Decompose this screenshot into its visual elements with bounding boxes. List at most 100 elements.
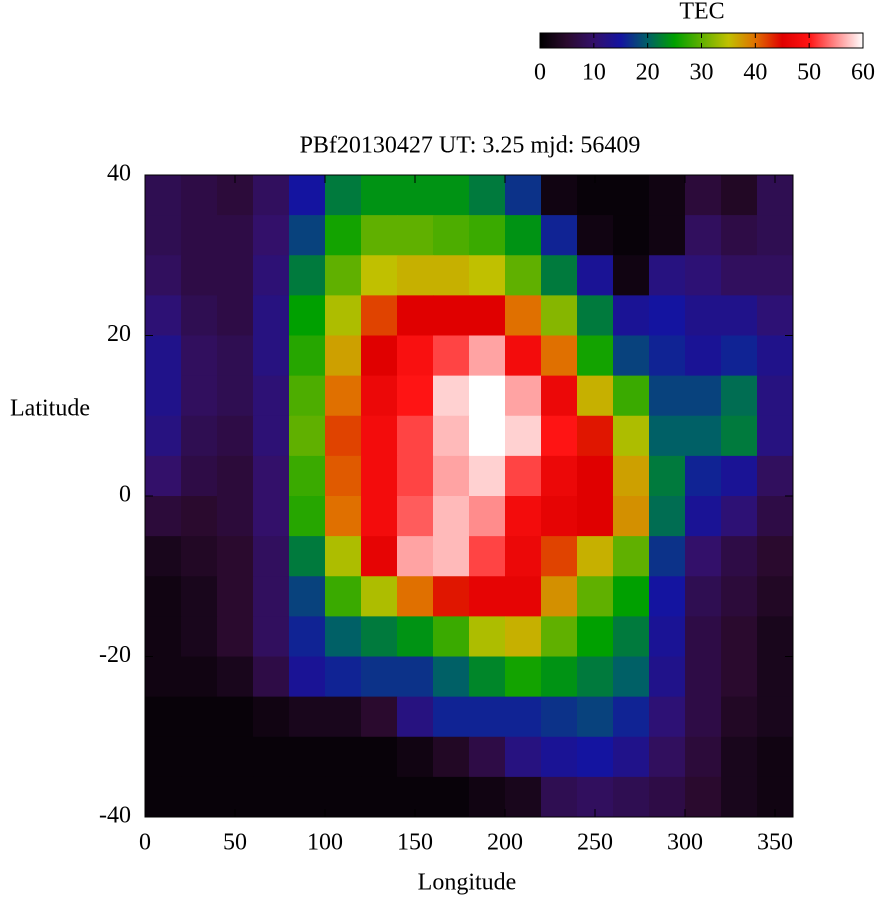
- heat-cell: [685, 175, 722, 216]
- heat-cell: [217, 536, 254, 577]
- heat-cell: [613, 335, 650, 377]
- heat-cell: [649, 736, 686, 778]
- heat-cell: [577, 295, 614, 336]
- heat-cell: [253, 496, 290, 537]
- heat-cell: [145, 736, 182, 778]
- heat-cell: [181, 255, 218, 296]
- heat-cell: [181, 215, 218, 256]
- heat-cell: [685, 776, 722, 818]
- heat-cell: [469, 616, 506, 657]
- x-tick-label: 50: [223, 830, 247, 856]
- y-tick-label: 40: [107, 161, 131, 187]
- heat-cell: [757, 496, 794, 537]
- heat-cell: [217, 255, 254, 296]
- heat-cell: [325, 536, 362, 577]
- heat-cell: [469, 656, 506, 698]
- heat-cell: [325, 616, 362, 657]
- heat-cell: [289, 496, 326, 537]
- heat-cell: [361, 455, 398, 497]
- heat-cell: [325, 375, 362, 417]
- heat-cell: [541, 175, 578, 216]
- heat-cell: [433, 656, 470, 698]
- colorbar-tick-label: 0: [534, 60, 546, 86]
- heat-cell: [757, 736, 794, 778]
- heat-cell: [361, 415, 398, 457]
- heat-cell: [577, 616, 614, 657]
- heat-cell: [541, 576, 578, 617]
- heat-cell: [361, 616, 398, 657]
- heat-cell: [397, 415, 434, 457]
- heat-cell: [541, 736, 578, 778]
- heat-cell: [145, 175, 182, 216]
- heat-cell: [469, 335, 506, 377]
- heat-cell: [145, 215, 182, 256]
- heat-cell: [649, 175, 686, 216]
- heat-cell: [289, 696, 326, 738]
- heat-cell: [505, 536, 542, 577]
- heat-cell: [145, 295, 182, 336]
- heat-cell: [757, 536, 794, 577]
- heat-cell: [361, 335, 398, 377]
- heat-cell: [577, 375, 614, 417]
- heat-cell: [397, 496, 434, 537]
- heat-cell: [145, 656, 182, 698]
- heat-cell: [361, 215, 398, 256]
- heat-cell: [217, 656, 254, 698]
- x-tick-label: 0: [139, 830, 151, 856]
- heat-cell: [433, 736, 470, 778]
- heat-cell: [685, 536, 722, 577]
- heat-cell: [613, 776, 650, 818]
- heat-cell: [613, 295, 650, 336]
- heat-cell: [325, 295, 362, 336]
- heat-cell: [757, 255, 794, 296]
- heat-cell: [289, 455, 326, 497]
- heat-cell: [433, 215, 470, 256]
- heat-cell: [649, 536, 686, 577]
- y-axis-label: Latitude: [10, 396, 90, 422]
- x-tick-label: 100: [307, 830, 343, 856]
- heat-cell: [541, 455, 578, 497]
- heat-cell: [685, 656, 722, 698]
- heat-cell: [469, 736, 506, 778]
- colorbar-tick-label: 50: [797, 60, 821, 86]
- heat-cell: [253, 656, 290, 698]
- heat-cell: [289, 736, 326, 778]
- heat-cell: [505, 776, 542, 818]
- heat-cell: [361, 696, 398, 738]
- heat-cell: [325, 656, 362, 698]
- heat-cell: [145, 375, 182, 417]
- heat-cell: [577, 576, 614, 617]
- heat-cell: [469, 175, 506, 216]
- heat-cell: [325, 455, 362, 497]
- heat-cell: [181, 656, 218, 698]
- heat-cell: [721, 295, 758, 336]
- heat-cell: [145, 536, 182, 577]
- heat-cell: [433, 375, 470, 417]
- heat-cell: [217, 696, 254, 738]
- heat-cell: [325, 215, 362, 256]
- heat-cell: [757, 576, 794, 617]
- heat-cell: [613, 656, 650, 698]
- heat-cell: [505, 295, 542, 336]
- heat-cell: [721, 776, 758, 818]
- heat-cell: [217, 576, 254, 617]
- heat-cell: [325, 776, 362, 818]
- heat-cell: [577, 335, 614, 377]
- x-tick-label: 200: [487, 830, 523, 856]
- heat-cell: [325, 736, 362, 778]
- colorbar-tick-label: 40: [743, 60, 767, 86]
- heat-cell: [289, 335, 326, 377]
- heat-cell: [181, 536, 218, 577]
- heat-cell: [181, 375, 218, 417]
- heat-cell: [757, 455, 794, 497]
- heat-cell: [649, 576, 686, 617]
- colorbar-tick-label: 60: [851, 60, 875, 86]
- heat-cell: [397, 215, 434, 256]
- heat-cell: [253, 536, 290, 577]
- heat-cell: [685, 616, 722, 657]
- heat-cell: [757, 215, 794, 256]
- colorbar-tick-label: 30: [690, 60, 714, 86]
- heat-cell: [253, 696, 290, 738]
- heat-cell: [505, 455, 542, 497]
